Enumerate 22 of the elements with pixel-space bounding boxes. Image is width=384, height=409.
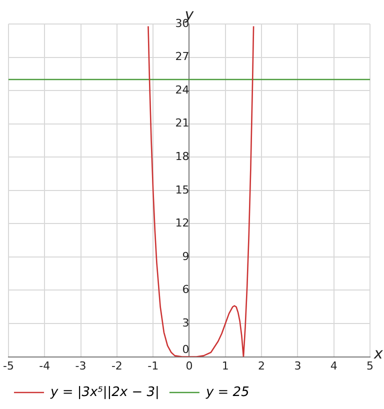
x-tick-label: 2 xyxy=(258,359,266,372)
y-tick-label: 12 xyxy=(175,216,190,230)
x-tick-label: 5 xyxy=(366,359,374,372)
y-tick-label: 3 xyxy=(182,316,190,330)
legend-label: y = |3x⁵||2x − 3| xyxy=(50,384,160,400)
x-tick-label: -4 xyxy=(39,359,50,372)
x-tick-label: 1 xyxy=(222,359,229,372)
x-tick-label: -1 xyxy=(148,359,159,372)
x-tick-label: 3 xyxy=(294,359,302,372)
x-tick-label: -3 xyxy=(75,359,86,372)
y-tick-label: 0 xyxy=(182,343,190,356)
y-tick-label: 15 xyxy=(175,183,190,196)
y-tick-label: 6 xyxy=(182,283,190,296)
y-tick-label: 27 xyxy=(175,50,190,64)
x-tick-label: -2 xyxy=(111,359,122,372)
x-tick-label: 4 xyxy=(330,359,338,372)
legend-label: y = 25 xyxy=(204,384,250,400)
y-tick-label: 18 xyxy=(175,150,190,163)
y-tick-label: 9 xyxy=(182,250,190,263)
x-tick-label: -5 xyxy=(3,359,14,372)
y-tick-label: 21 xyxy=(175,116,190,130)
x-axis-title: x xyxy=(373,344,383,363)
